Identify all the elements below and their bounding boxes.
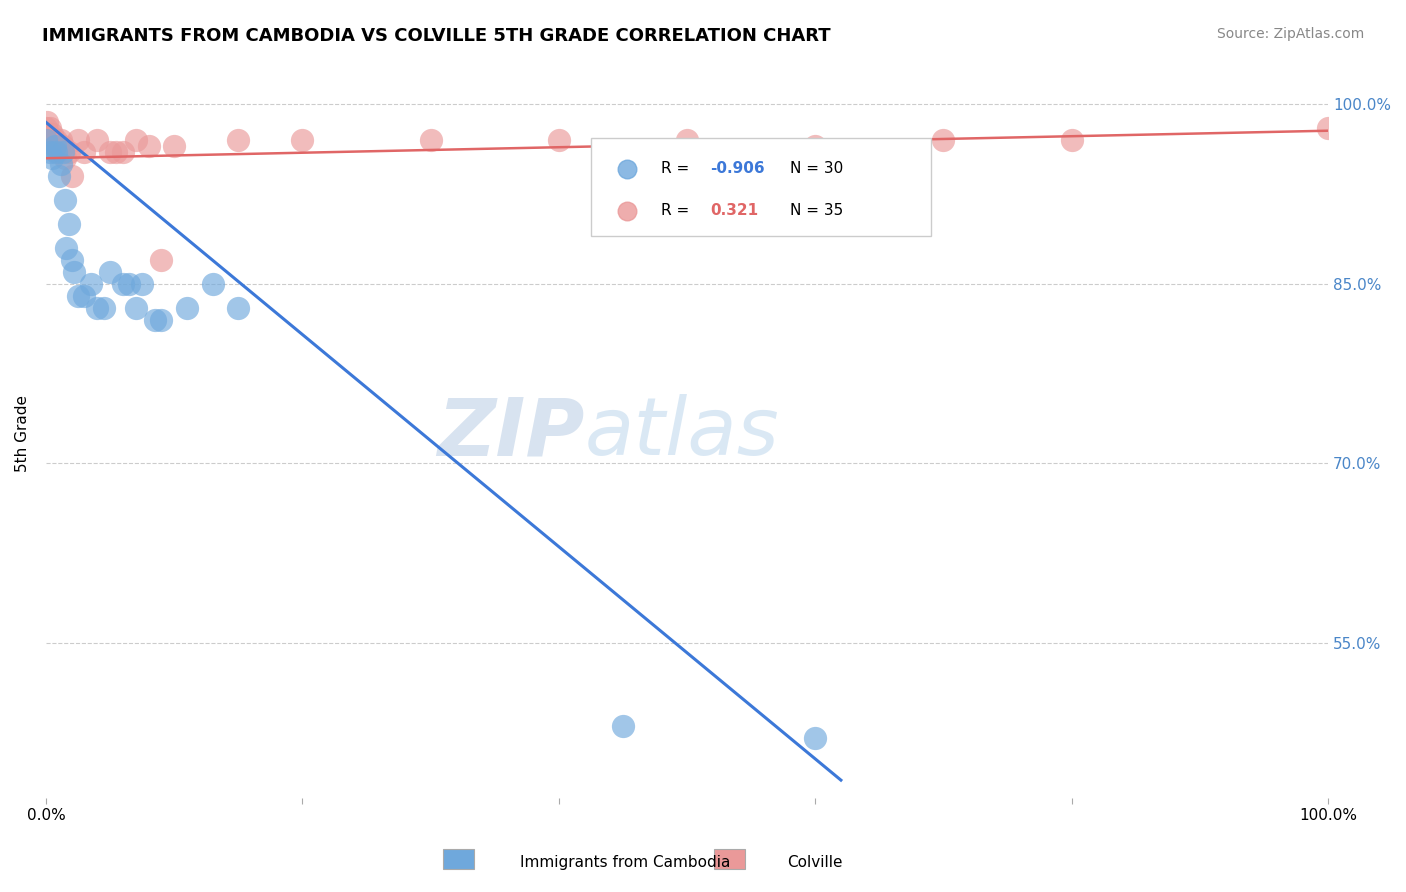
Point: [86, 133, 108, 147]
Text: ZIP: ZIP: [437, 394, 585, 472]
Point: [45, 133, 67, 147]
FancyBboxPatch shape: [591, 138, 931, 236]
Point: [226, 301, 249, 315]
Point: [111, 277, 134, 291]
Bar: [714, 849, 745, 869]
Text: IMMIGRANTS FROM CAMBODIA VS COLVILLE 5TH GRADE CORRELATION CHART: IMMIGRANTS FROM CAMBODIA VS COLVILLE 5TH…: [42, 27, 831, 45]
Point: [60, 169, 83, 183]
Point: [616, 261, 638, 276]
Point: [125, 133, 148, 147]
Point: [163, 139, 186, 153]
Point: [131, 277, 153, 291]
Point: [66, 133, 89, 147]
Point: [111, 145, 134, 160]
Point: [98, 145, 121, 160]
Point: [291, 133, 314, 147]
Point: [58, 145, 80, 160]
Point: [53, 151, 76, 165]
Point: [44, 139, 66, 153]
Point: [73, 289, 96, 303]
Point: [932, 133, 955, 147]
Point: [42, 133, 65, 147]
Text: 0.321: 0.321: [710, 203, 758, 218]
Point: [105, 145, 128, 160]
Point: [35, 121, 58, 136]
Point: [150, 252, 173, 267]
Point: [58, 217, 80, 231]
Point: [118, 277, 141, 291]
Point: [138, 139, 160, 153]
Text: N = 35: N = 35: [790, 203, 842, 218]
Text: R =: R =: [661, 161, 695, 176]
Point: [41, 151, 63, 165]
Point: [66, 289, 89, 303]
Point: [1060, 133, 1083, 147]
Point: [125, 301, 148, 315]
Text: -0.906: -0.906: [710, 161, 765, 176]
Text: N = 30: N = 30: [790, 161, 842, 176]
Point: [676, 133, 699, 147]
Text: Source: ZipAtlas.com: Source: ZipAtlas.com: [1216, 27, 1364, 41]
Point: [46, 145, 69, 160]
Point: [51, 157, 73, 171]
Point: [38, 128, 60, 142]
Point: [176, 301, 198, 315]
Point: [86, 301, 108, 315]
Bar: [443, 849, 474, 869]
Point: [41, 128, 63, 142]
Point: [38, 121, 60, 136]
Point: [37, 115, 59, 129]
Point: [612, 719, 634, 733]
Y-axis label: 5th Grade: 5th Grade: [15, 395, 30, 472]
Point: [419, 133, 441, 147]
Point: [53, 193, 76, 207]
Point: [80, 277, 103, 291]
Point: [226, 133, 249, 147]
Point: [804, 139, 827, 153]
Point: [143, 312, 166, 326]
Point: [38, 145, 60, 160]
Point: [45, 145, 67, 160]
Point: [60, 252, 83, 267]
Point: [201, 277, 224, 291]
Point: [44, 139, 66, 153]
Point: [150, 312, 173, 326]
Point: [35, 133, 58, 147]
Point: [98, 265, 121, 279]
Point: [48, 169, 70, 183]
Point: [616, 330, 638, 344]
Text: atlas: atlas: [585, 394, 779, 472]
Text: Colville: Colville: [787, 855, 842, 870]
Point: [93, 301, 115, 315]
Point: [39, 133, 62, 147]
Point: [52, 139, 75, 153]
Point: [804, 731, 827, 746]
Text: R =: R =: [661, 203, 699, 218]
Point: [52, 145, 75, 160]
Point: [73, 145, 96, 160]
Point: [63, 265, 86, 279]
Point: [1317, 121, 1340, 136]
Point: [547, 133, 569, 147]
Point: [51, 133, 73, 147]
Point: [48, 139, 70, 153]
Point: [55, 241, 77, 255]
Text: Immigrants from Cambodia: Immigrants from Cambodia: [520, 855, 731, 870]
